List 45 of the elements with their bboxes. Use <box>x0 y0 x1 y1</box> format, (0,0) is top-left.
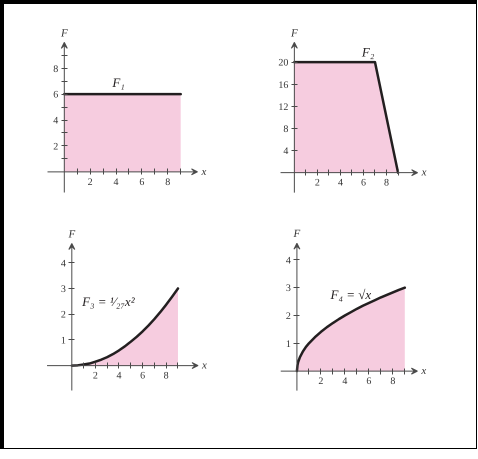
annotation: F₂ <box>360 44 375 60</box>
x-tick-label: 2 <box>314 178 320 189</box>
y-tick-label: 3 <box>60 284 66 295</box>
y-tick-label: 4 <box>283 146 288 158</box>
y-tick-label: 2 <box>286 311 291 322</box>
x-tick-label: 4 <box>338 178 343 189</box>
annotation: F₁ <box>111 74 125 90</box>
y-tick-label: 4 <box>60 258 66 270</box>
x-tick-label: 6 <box>139 176 144 188</box>
y-tick-label: 3 <box>286 283 291 294</box>
y-tick-label: 8 <box>283 124 288 135</box>
y-axis-title: F <box>60 27 68 40</box>
x-tick-label: 2 <box>92 370 98 382</box>
x-axis-title: x <box>420 365 426 378</box>
y-axis-title: F <box>67 228 76 240</box>
annotation: F₃ = ¹⁄₂₇x² <box>81 294 136 309</box>
x-tick-label: 2 <box>88 176 93 188</box>
y-axis-title: F <box>292 228 301 240</box>
y-tick-label: 1 <box>60 335 66 346</box>
y-tick-label: 16 <box>278 80 288 91</box>
x-tick-label: 6 <box>140 370 146 382</box>
x-tick-label: 4 <box>342 376 348 388</box>
x-tick-label: 4 <box>116 370 122 382</box>
y-tick-label: 8 <box>53 64 58 75</box>
y-tick-label: 2 <box>60 310 66 321</box>
x-tick-label: 6 <box>366 376 372 388</box>
y-tick-label: 12 <box>278 102 288 113</box>
y-tick-label: 1 <box>286 338 291 350</box>
x-tick-label: 8 <box>165 176 170 188</box>
y-tick-label: 2 <box>53 141 58 152</box>
x-tick-label: 6 <box>360 178 366 189</box>
x-tick-label: 2 <box>318 376 324 388</box>
x-tick-label: 8 <box>164 370 169 382</box>
x-tick-label: 8 <box>390 376 396 388</box>
x-axis-title: x <box>201 360 208 372</box>
y-tick-label: 6 <box>53 90 58 101</box>
y-tick-label: 20 <box>278 58 288 69</box>
x-axis-title: x <box>200 166 206 178</box>
y-tick-label: 4 <box>53 116 58 127</box>
y-axis-title: F <box>290 27 298 40</box>
x-tick-label: 4 <box>114 176 119 188</box>
x-axis-title: x <box>420 166 427 179</box>
y-tick-label: 4 <box>286 255 291 266</box>
x-tick-label: 8 <box>384 178 390 189</box>
annotation: F₄ = √x <box>330 286 372 302</box>
